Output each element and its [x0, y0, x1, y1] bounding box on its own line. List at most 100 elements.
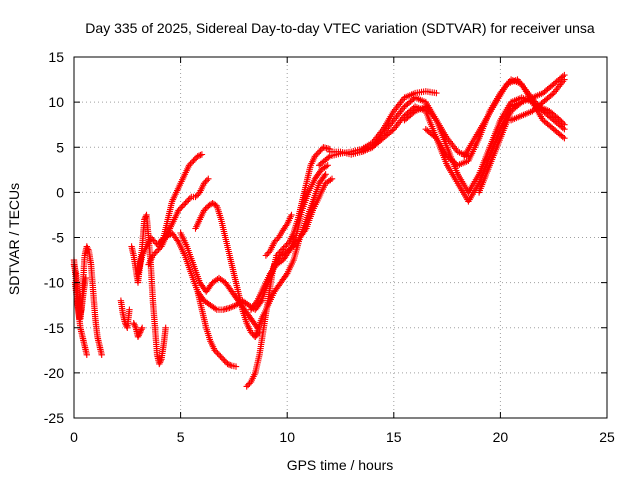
data-point — [321, 172, 328, 179]
x-tick-label: 25 — [599, 429, 615, 445]
data-point — [193, 192, 201, 199]
data-point — [212, 348, 220, 355]
data-point — [558, 118, 565, 125]
data-point — [135, 332, 142, 339]
data-point — [316, 148, 323, 155]
data-point — [264, 250, 271, 258]
data-point — [265, 249, 272, 256]
series-sat-k — [192, 200, 263, 340]
y-tick-label: -25 — [44, 410, 64, 426]
data-point — [328, 175, 336, 182]
data-point — [185, 196, 192, 204]
data-point — [179, 202, 186, 210]
data-point — [221, 357, 228, 364]
data-point — [202, 178, 209, 185]
data-point — [162, 324, 169, 331]
data-point — [200, 207, 208, 214]
x-tick-label: 20 — [493, 429, 509, 445]
data-point — [130, 320, 137, 327]
data-point — [218, 354, 225, 361]
data-point — [517, 100, 524, 107]
data-point — [83, 243, 90, 250]
series-sat-q — [262, 211, 295, 259]
data-point — [561, 121, 568, 128]
data-point — [243, 383, 250, 390]
data-point — [147, 234, 154, 241]
y-tick-label: 0 — [56, 184, 64, 200]
data-point — [203, 177, 211, 184]
data-point — [555, 115, 562, 123]
series-sat-p — [258, 175, 336, 304]
data-point — [183, 198, 191, 205]
data-point — [82, 274, 89, 282]
data-point — [314, 150, 321, 157]
data-point — [217, 353, 224, 360]
data-point — [262, 252, 270, 259]
data-point — [410, 109, 417, 116]
data-point — [249, 330, 256, 337]
data-point — [281, 243, 289, 250]
series-sat-d — [117, 297, 133, 331]
y-tick-label: 10 — [48, 94, 64, 110]
data-point — [202, 205, 209, 213]
y-axis-label: SDTVAR / TECUs — [6, 183, 22, 295]
data-point — [131, 321, 138, 328]
data-point — [283, 241, 290, 249]
data-point — [182, 199, 189, 207]
data-point — [253, 299, 260, 306]
data-point — [126, 306, 133, 313]
data-point — [302, 226, 309, 234]
data-point — [155, 246, 162, 253]
series-sat-e — [130, 320, 146, 340]
data-point — [282, 271, 290, 279]
data-point — [156, 244, 164, 252]
data-point — [322, 171, 329, 178]
chart-title: Day 335 of 2025, Sidereal Day-to-day VTE… — [85, 20, 595, 36]
data-point — [214, 350, 221, 357]
data-point — [317, 147, 324, 154]
data-point — [153, 240, 160, 247]
data-point — [288, 211, 295, 219]
data-point — [211, 347, 218, 354]
x-axis-label: GPS time / hours — [287, 457, 394, 473]
data-point — [152, 249, 159, 256]
data-point — [225, 361, 233, 368]
y-tick-label: -10 — [44, 275, 64, 291]
data-point — [224, 360, 231, 368]
data-point — [191, 156, 198, 163]
x-tick-label: 15 — [386, 429, 402, 445]
x-tick-label: 0 — [70, 429, 78, 445]
x-tick-label: 10 — [279, 429, 295, 445]
data-point — [311, 153, 319, 160]
data-point — [561, 76, 568, 83]
data-point — [232, 363, 240, 370]
data-point — [272, 237, 279, 244]
series-sat-x — [475, 71, 568, 196]
data-point — [153, 247, 161, 255]
y-tick-label: 5 — [56, 139, 64, 155]
data-point — [205, 175, 212, 182]
data-point — [549, 91, 556, 98]
data-point — [246, 380, 253, 387]
data-point — [195, 152, 203, 159]
data-point — [83, 351, 90, 358]
data-point — [156, 359, 164, 366]
data-point — [178, 204, 185, 211]
series-sat-f — [128, 211, 169, 368]
series-sat-c — [71, 274, 89, 322]
data-point — [194, 153, 201, 160]
data-point — [188, 159, 196, 166]
axis-ticks: 0 5 10 15 20 25 -25 -20 -15 -10 -5 0 5 10 15 — [44, 49, 615, 445]
data-point — [134, 333, 142, 340]
data-point — [244, 381, 252, 389]
y-tick-label: -15 — [44, 320, 64, 336]
data-point — [157, 357, 164, 364]
data-point — [192, 193, 199, 201]
y-tick-label: 15 — [48, 49, 64, 65]
data-point — [136, 330, 143, 337]
data-point — [136, 329, 144, 336]
series-sat-y — [507, 76, 568, 124]
data-point — [149, 252, 157, 259]
data-point — [174, 237, 181, 244]
